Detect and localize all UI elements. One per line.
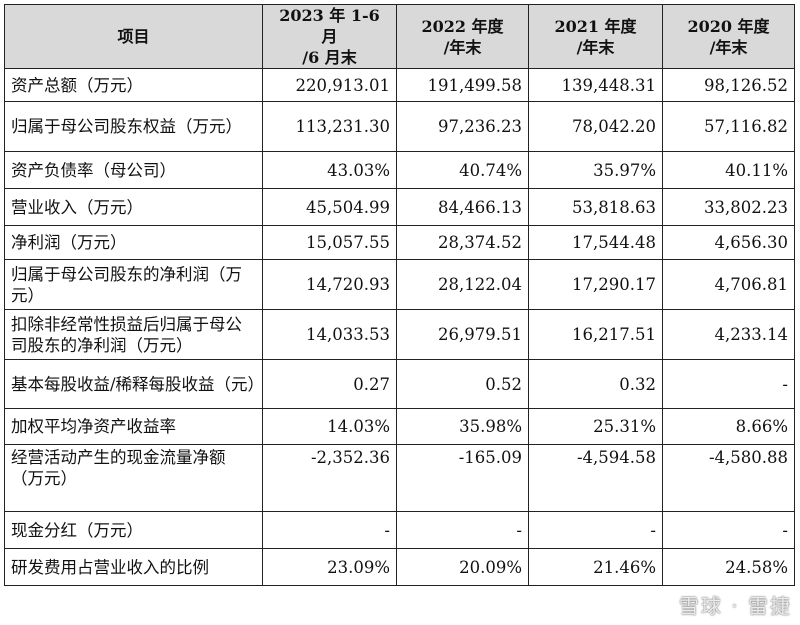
table-row: 基本每股收益/稀释每股收益（元） 0.27 0.52 0.32 - [4, 359, 795, 409]
cell-value: 17,290.17 [528, 259, 663, 310]
cell-value: 24.58% [662, 548, 795, 586]
cell-value: 84,466.13 [396, 188, 529, 226]
cell-value: 45,504.99 [262, 188, 397, 226]
table-row: 经营活动产生的现金流量净额（万元） -2,352.36 -165.09 -4,5… [4, 444, 795, 512]
cell-value: 16,217.51 [528, 309, 663, 360]
row-label: 资产负债率（母公司） [4, 151, 263, 189]
cell-value: 23.09% [262, 548, 397, 586]
header-2023h1: 2023 年 1-6 月 /6 月末 [262, 4, 397, 69]
cell-value: -165.09 [396, 444, 529, 512]
row-label: 研发费用占营业收入的比例 [4, 548, 263, 586]
table-row: 归属于母公司股东权益（万元） 113,231.30 97,236.23 78,0… [4, 101, 795, 152]
cell-value: - [262, 511, 397, 549]
cell-value: 0.27 [262, 359, 397, 409]
cell-value: 0.52 [396, 359, 529, 409]
cell-value: 8.66% [662, 408, 795, 445]
cell-value: 4,656.30 [662, 225, 795, 260]
row-label: 扣除非经常性损益后归属于母公司股东的净利润（万元） [4, 309, 263, 360]
cell-value: 40.11% [662, 151, 795, 189]
cell-value: 139,448.31 [528, 68, 663, 102]
cell-value: 191,499.58 [396, 68, 529, 102]
header-row: 项目 2023 年 1-6 月 /6 月末 2022 年度 /年末 2021 年… [4, 4, 795, 69]
cell-value: 0.32 [528, 359, 663, 409]
cell-value: - [528, 511, 663, 549]
header-item: 项目 [4, 4, 263, 69]
cell-value: 43.03% [262, 151, 397, 189]
cell-value: 4,233.14 [662, 309, 795, 360]
cell-value: 113,231.30 [262, 101, 397, 152]
table-row: 研发费用占营业收入的比例 23.09% 20.09% 21.46% 24.58% [4, 548, 795, 586]
row-label: 归属于母公司股东权益（万元） [4, 101, 263, 152]
cell-value: 98,126.52 [662, 68, 795, 102]
table-row: 归属于母公司股东的净利润（万元） 14,720.93 28,122.04 17,… [4, 259, 795, 310]
cell-value: 33,802.23 [662, 188, 795, 226]
cell-value: 15,057.55 [262, 225, 397, 260]
cell-value: - [396, 511, 529, 549]
cell-value: 4,706.81 [662, 259, 795, 310]
cell-value: 20.09% [396, 548, 529, 586]
row-label: 现金分红（万元） [4, 511, 263, 549]
cell-value: 26,979.51 [396, 309, 529, 360]
table-row: 资产总额（万元） 220,913.01 191,499.58 139,448.3… [4, 68, 795, 102]
table-row: 加权平均净资产收益率 14.03% 35.98% 25.31% 8.66% [4, 408, 795, 445]
row-label: 净利润（万元） [4, 225, 263, 260]
cell-value: 97,236.23 [396, 101, 529, 152]
cell-value: 14,033.53 [262, 309, 397, 360]
cell-value: 57,116.82 [662, 101, 795, 152]
row-label: 营业收入（万元） [4, 188, 263, 226]
header-2022: 2022 年度 /年末 [396, 4, 529, 69]
cell-value: 53,818.63 [528, 188, 663, 226]
table-row: 资产负债率（母公司） 43.03% 40.74% 35.97% 40.11% [4, 151, 795, 189]
watermark: 雪球 · 雷捷 [678, 594, 792, 618]
cell-value: 14,720.93 [262, 259, 397, 310]
row-label: 资产总额（万元） [4, 68, 263, 102]
row-label: 经营活动产生的现金流量净额（万元） [4, 444, 263, 512]
cell-value: 40.74% [396, 151, 529, 189]
cell-value: 28,122.04 [396, 259, 529, 310]
row-label: 基本每股收益/稀释每股收益（元） [4, 359, 264, 409]
cell-value: 220,913.01 [262, 68, 397, 102]
table-row: 扣除非经常性损益后归属于母公司股东的净利润（万元） 14,033.53 26,9… [4, 309, 795, 360]
header-2021: 2021 年度 /年末 [528, 4, 663, 69]
cell-value: - [662, 511, 795, 549]
row-label: 加权平均净资产收益率 [4, 408, 263, 445]
cell-value: 14.03% [262, 408, 397, 445]
table-row: 净利润（万元） 15,057.55 28,374.52 17,544.48 4,… [4, 225, 795, 260]
cell-value: 28,374.52 [396, 225, 529, 260]
cell-value: -4,580.88 [662, 444, 795, 512]
header-2020: 2020 年度 /年末 [662, 4, 795, 69]
cell-value: 25.31% [528, 408, 663, 445]
table-row: 营业收入（万元） 45,504.99 84,466.13 53,818.63 3… [4, 188, 795, 226]
financial-table: 项目 2023 年 1-6 月 /6 月末 2022 年度 /年末 2021 年… [4, 4, 795, 586]
cell-value: -4,594.58 [528, 444, 663, 512]
cell-value: 35.98% [396, 408, 529, 445]
cell-value: - [662, 359, 795, 409]
table-row: 现金分红（万元） - - - - [4, 511, 795, 549]
row-label: 归属于母公司股东的净利润（万元） [4, 259, 263, 310]
cell-value: 35.97% [528, 151, 663, 189]
cell-value: 17,544.48 [528, 225, 663, 260]
cell-value: 21.46% [528, 548, 663, 586]
cell-value: 78,042.20 [528, 101, 663, 152]
cell-value: -2,352.36 [262, 444, 397, 512]
